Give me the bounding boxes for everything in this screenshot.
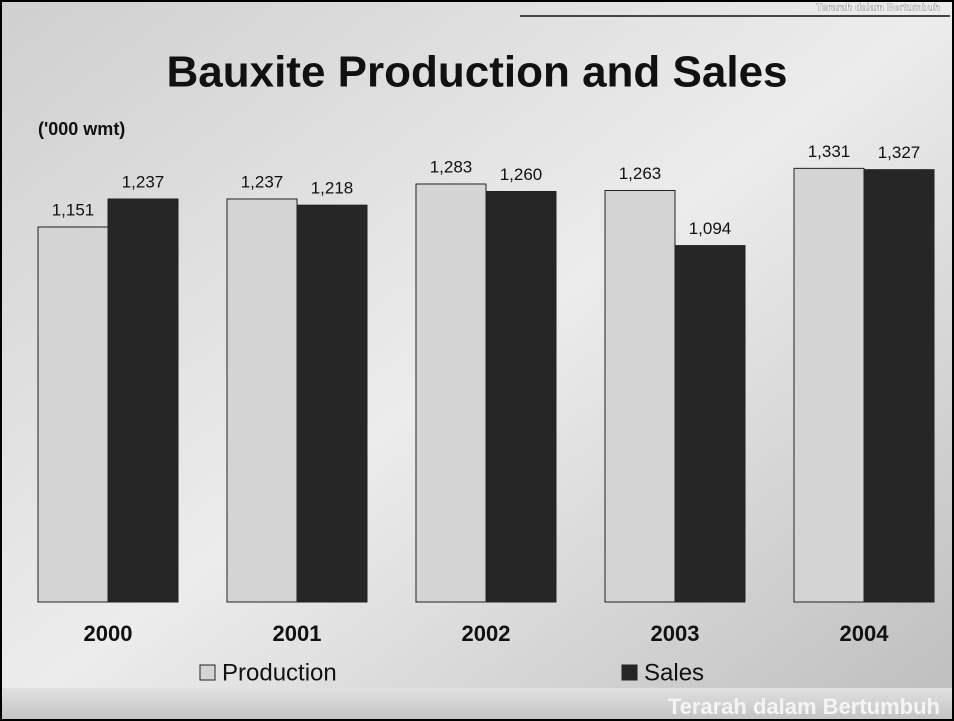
- value-label: 1,237: [241, 172, 284, 191]
- bar: [794, 168, 864, 602]
- header-tagline: Terarah dalam Bertumbuh: [816, 3, 940, 14]
- bar: [486, 191, 556, 602]
- value-label: 1,218: [311, 179, 354, 198]
- bar: [227, 199, 297, 602]
- x-tick-label: 2000: [84, 621, 133, 646]
- page: Terarah dalam Bertumbuh Terarah dalam Be…: [0, 0, 954, 721]
- unit-label: ('000 wmt): [38, 119, 125, 139]
- value-label: 1,327: [878, 143, 921, 162]
- bar: [864, 170, 934, 602]
- legend-label: Sales: [644, 659, 704, 686]
- value-label: 1,260: [500, 165, 543, 184]
- value-label: 1,283: [430, 157, 473, 176]
- x-tick-label: 2002: [462, 621, 511, 646]
- legend-label: Production: [222, 659, 337, 686]
- footer-tagline: Terarah dalam Bertumbuh: [668, 694, 940, 719]
- bar: [675, 246, 745, 602]
- value-label: 1,237: [122, 172, 165, 191]
- bar: [38, 227, 108, 602]
- legend-swatch: [200, 665, 215, 680]
- legend-swatch: [622, 665, 637, 680]
- slide: Terarah dalam Bertumbuh Terarah dalam Be…: [0, 0, 954, 721]
- value-label: 1,151: [52, 200, 95, 219]
- value-label: 1,263: [619, 164, 662, 183]
- chart-title: Bauxite Production and Sales: [166, 48, 787, 97]
- x-tick-label: 2001: [273, 621, 322, 646]
- bar: [416, 184, 486, 602]
- bar: [605, 191, 675, 602]
- bar: [297, 205, 367, 602]
- value-label: 1,331: [808, 142, 851, 161]
- x-tick-label: 2003: [651, 621, 700, 646]
- x-tick-label: 2004: [840, 621, 890, 646]
- bar: [108, 199, 178, 602]
- value-label: 1,094: [689, 219, 732, 238]
